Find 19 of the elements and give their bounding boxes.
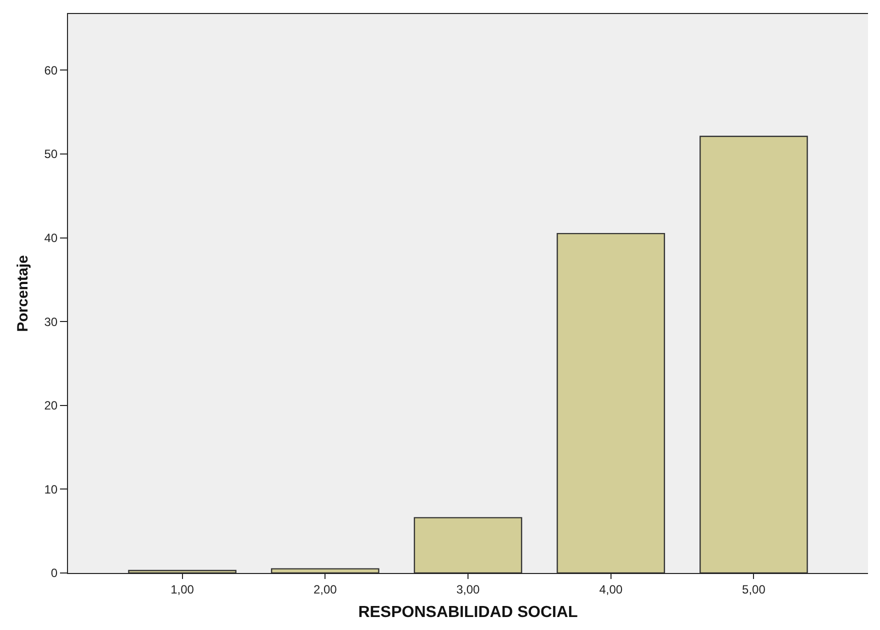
y-tick-label: 0 <box>50 566 58 580</box>
bar <box>270 568 380 573</box>
y-axis-title: Porcentaje <box>14 255 32 332</box>
y-tick-label: 20 <box>44 398 58 413</box>
bar <box>128 570 236 573</box>
x-axis-title: RESPONSABILIDAD SOCIAL <box>358 604 578 622</box>
x-tick-label: 2,00 <box>313 582 338 596</box>
y-tick-label: 30 <box>44 314 58 329</box>
bar <box>414 517 522 573</box>
y-tick-label: 50 <box>44 147 58 162</box>
x-tick-label: 1,00 <box>170 582 194 596</box>
bar <box>556 232 666 573</box>
y-tick-label: 10 <box>44 482 58 496</box>
x-tick-label: 4,00 <box>599 582 623 596</box>
y-tick-label: 40 <box>44 230 58 245</box>
x-tick-label: 3,00 <box>456 582 480 596</box>
x-tick-label: 5,00 <box>742 582 766 596</box>
bar <box>700 136 808 573</box>
y-tick-label: 60 <box>44 63 58 78</box>
